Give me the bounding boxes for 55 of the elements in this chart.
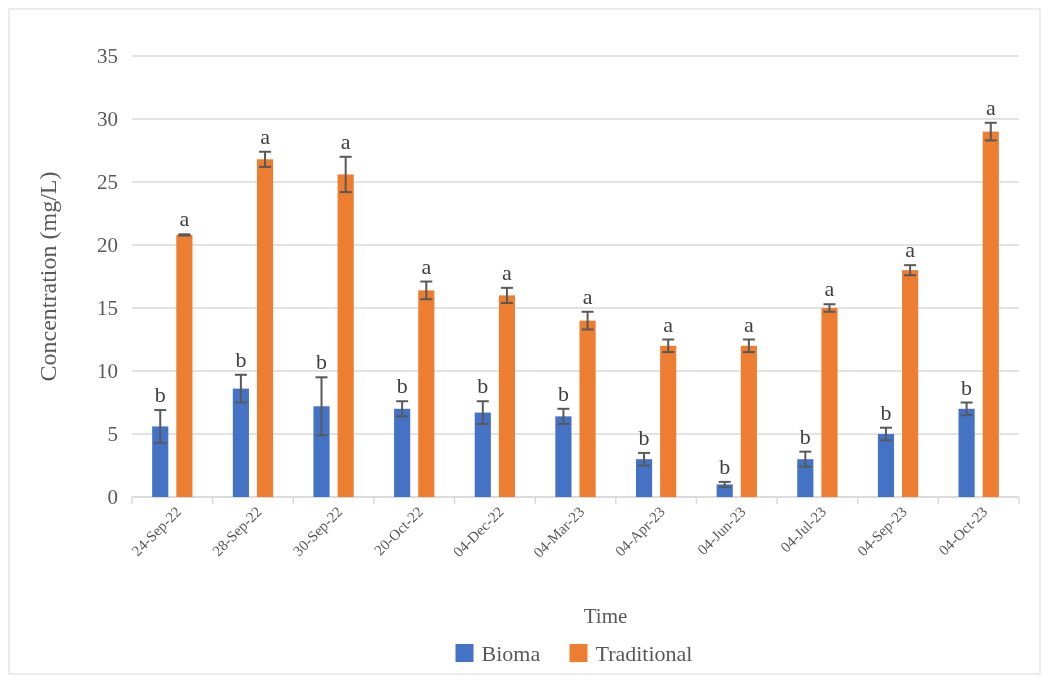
- data-label: b: [799, 423, 811, 449]
- bar: [982, 131, 999, 497]
- data-label: b: [961, 374, 973, 400]
- bar: [176, 234, 193, 497]
- bar: [635, 459, 653, 497]
- y-tick-label: 15: [97, 296, 118, 321]
- bar: [232, 388, 249, 497]
- data-label: a: [743, 311, 754, 337]
- y-tick-label: 35: [97, 44, 118, 69]
- bar: [740, 345, 757, 497]
- data-label: b: [880, 399, 892, 425]
- data-label: a: [260, 123, 271, 149]
- bar: [579, 320, 596, 497]
- bar: [660, 345, 677, 497]
- y-axis-title: Concentration (mg/L): [35, 171, 61, 382]
- bar: [797, 459, 814, 497]
- y-tick-label: 25: [97, 170, 118, 195]
- data-label: a: [502, 259, 513, 285]
- bar: [337, 174, 354, 497]
- bar: [418, 290, 435, 497]
- bar: [256, 159, 274, 497]
- data-label: a: [582, 283, 593, 309]
- bar: [313, 406, 330, 497]
- y-tick-label: 20: [97, 233, 118, 258]
- data-label: b: [235, 346, 247, 372]
- data-label: a: [663, 311, 674, 337]
- data-label: a: [985, 94, 996, 120]
- data-label: a: [905, 237, 916, 263]
- bar: [958, 408, 975, 497]
- bar: [555, 416, 572, 497]
- y-tick-label: 0: [107, 485, 118, 510]
- bar: [821, 308, 838, 497]
- y-tick-label: 30: [97, 107, 118, 132]
- data-label: a: [824, 276, 835, 302]
- legend-label: Traditional: [595, 640, 693, 666]
- bar: [474, 412, 491, 497]
- data-label: a: [179, 206, 190, 232]
- bar: [902, 270, 919, 497]
- data-label: b: [638, 424, 650, 450]
- bar: [498, 295, 516, 497]
- data-label: a: [340, 128, 351, 154]
- bar: [152, 426, 169, 497]
- data-label: b: [477, 373, 489, 399]
- y-tick-label: 10: [97, 359, 118, 384]
- data-label: b: [316, 349, 328, 375]
- data-label: b: [154, 382, 166, 408]
- legend-label: Bioma: [481, 640, 541, 666]
- x-axis-title: Time: [583, 604, 628, 628]
- data-label: b: [557, 380, 569, 406]
- data-label: a: [421, 253, 432, 279]
- y-tick-label: 5: [107, 422, 118, 447]
- data-label: b: [719, 453, 731, 479]
- data-label: b: [396, 373, 408, 399]
- bar: [394, 408, 411, 497]
- bar: [877, 434, 895, 497]
